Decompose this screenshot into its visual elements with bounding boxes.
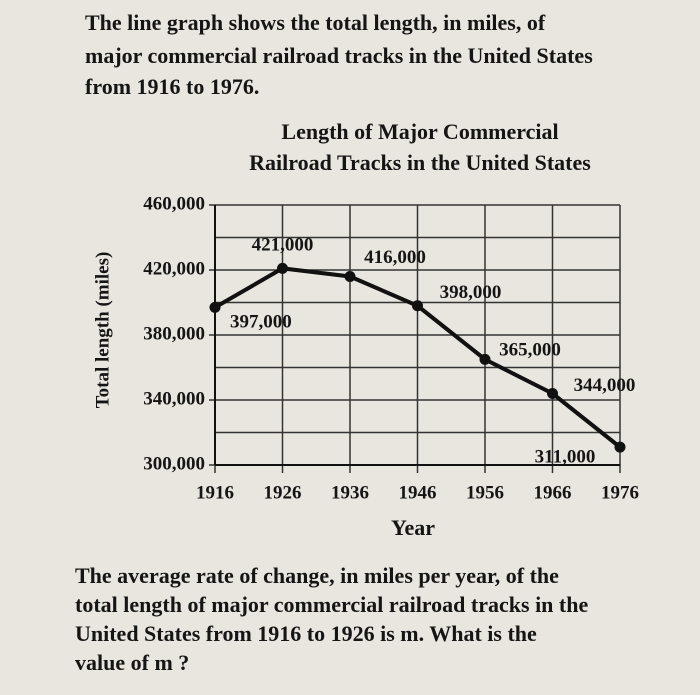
y-axis-label: Total length (miles) <box>92 252 113 409</box>
x-tick-label: 1976 <box>601 482 639 503</box>
point <box>412 300 423 312</box>
data-label: 416,000 <box>364 247 426 268</box>
data-label: 311,000 <box>535 446 596 467</box>
question-line: total length of major commercial railroa… <box>75 592 588 617</box>
point <box>209 301 221 313</box>
point <box>277 262 288 274</box>
data-label: 397,000 <box>230 312 292 333</box>
y-tick-label: 300,000 <box>143 453 205 474</box>
x-tick-label: 1926 <box>264 482 302 503</box>
intro-line: major commercial railroad tracks in the … <box>85 43 593 68</box>
x-axis-label: Year <box>391 515 435 540</box>
data-label: 398,000 <box>440 282 502 303</box>
y-tick-label: 340,000 <box>143 388 205 409</box>
point <box>547 388 558 399</box>
question-line: The average rate of change, in miles per… <box>75 563 559 588</box>
chart-title: Length of Major Commercial <box>281 119 558 144</box>
data-label: 365,000 <box>499 340 561 361</box>
x-tick-label: 1916 <box>196 482 234 503</box>
y-tick-label: 380,000 <box>143 323 205 344</box>
x-tick-label: 1946 <box>399 482 437 503</box>
data-label: 344,000 <box>574 375 636 396</box>
y-tick-label: 460,000 <box>143 193 205 214</box>
x-tick-label: 1956 <box>466 482 504 503</box>
question-line: value of m ? <box>75 650 189 675</box>
intro-line: from 1916 to 1976. <box>85 74 259 99</box>
point <box>479 353 491 365</box>
x-tick-label: 1966 <box>534 482 572 503</box>
y-tick-label: 420,000 <box>143 258 205 279</box>
data-label: 421,000 <box>252 235 314 256</box>
intro-line: The line graph shows the total length, i… <box>85 10 546 35</box>
x-tick-label: 1936 <box>331 482 369 503</box>
question-line: United States from 1916 to 1926 is m. Wh… <box>75 621 537 646</box>
point <box>344 271 356 282</box>
chart-title: Railroad Tracks in the United States <box>249 150 591 175</box>
point <box>614 441 626 453</box>
